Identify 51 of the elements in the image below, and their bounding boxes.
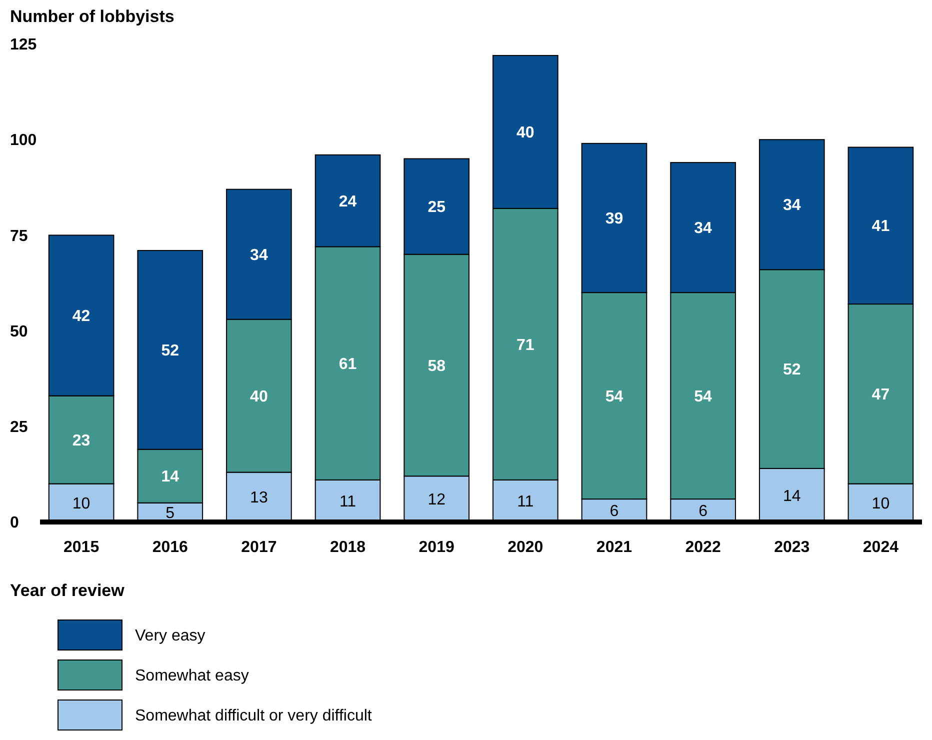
data-label: 12 xyxy=(428,492,446,509)
x-tick-label: 2016 xyxy=(152,539,188,556)
data-label: 52 xyxy=(782,362,801,379)
data-label: 39 xyxy=(605,210,624,228)
data-label: 6 xyxy=(698,503,708,520)
data-label: 10 xyxy=(872,495,890,512)
data-label: 14 xyxy=(782,488,801,505)
x-axis-title: Year of review xyxy=(10,581,126,600)
data-label: 61 xyxy=(338,356,357,373)
legend-label: Somewhat easy xyxy=(135,668,249,685)
data-label: 23 xyxy=(72,432,90,450)
y-tick-label: 50 xyxy=(10,323,28,340)
data-label: 58 xyxy=(428,358,446,375)
data-label: 34 xyxy=(250,246,268,264)
data-label: 41 xyxy=(872,218,890,236)
y-tick-label: 0 xyxy=(10,514,19,532)
data-label: 47 xyxy=(872,386,890,404)
data-label: 5 xyxy=(166,505,175,522)
legend-label: Very easy xyxy=(135,628,206,645)
x-tick-label: 2024 xyxy=(862,539,899,556)
data-label: 11 xyxy=(339,494,356,511)
x-tick-label: 2015 xyxy=(64,539,100,556)
y-tick-label: 125 xyxy=(10,36,37,54)
x-tick-label: 2017 xyxy=(241,539,277,556)
data-label: 54 xyxy=(605,388,624,406)
y-tick-label: 75 xyxy=(10,228,28,245)
data-label: 11 xyxy=(517,494,534,511)
x-tick-label: 2021 xyxy=(596,539,632,556)
data-label: 40 xyxy=(516,124,534,142)
y-tick-label: 100 xyxy=(10,132,37,150)
data-label: 6 xyxy=(610,503,619,520)
x-tick-label: 2023 xyxy=(774,539,810,556)
data-label: 42 xyxy=(72,308,90,326)
y-tick-label: 25 xyxy=(10,419,28,436)
x-tick-label: 2019 xyxy=(418,539,454,556)
data-label: 14 xyxy=(161,468,180,486)
data-label: 52 xyxy=(161,342,180,360)
data-label: 13 xyxy=(250,490,268,507)
data-label: 40 xyxy=(250,388,268,406)
data-label: 10 xyxy=(72,495,90,512)
data-label: 71 xyxy=(516,336,534,354)
data-label: 25 xyxy=(428,199,446,216)
data-label: 34 xyxy=(694,220,712,238)
data-label: 54 xyxy=(694,388,712,406)
x-tick-label: 2018 xyxy=(330,539,366,556)
data-label: 34 xyxy=(782,197,801,214)
legend-label: Somewhat difficult or very difficult xyxy=(135,708,372,725)
data-label: 24 xyxy=(338,193,357,210)
y-axis-title: Number of lobbyists xyxy=(10,7,174,26)
x-tick-label: 2020 xyxy=(508,539,544,556)
x-tick-label: 2022 xyxy=(685,539,721,556)
